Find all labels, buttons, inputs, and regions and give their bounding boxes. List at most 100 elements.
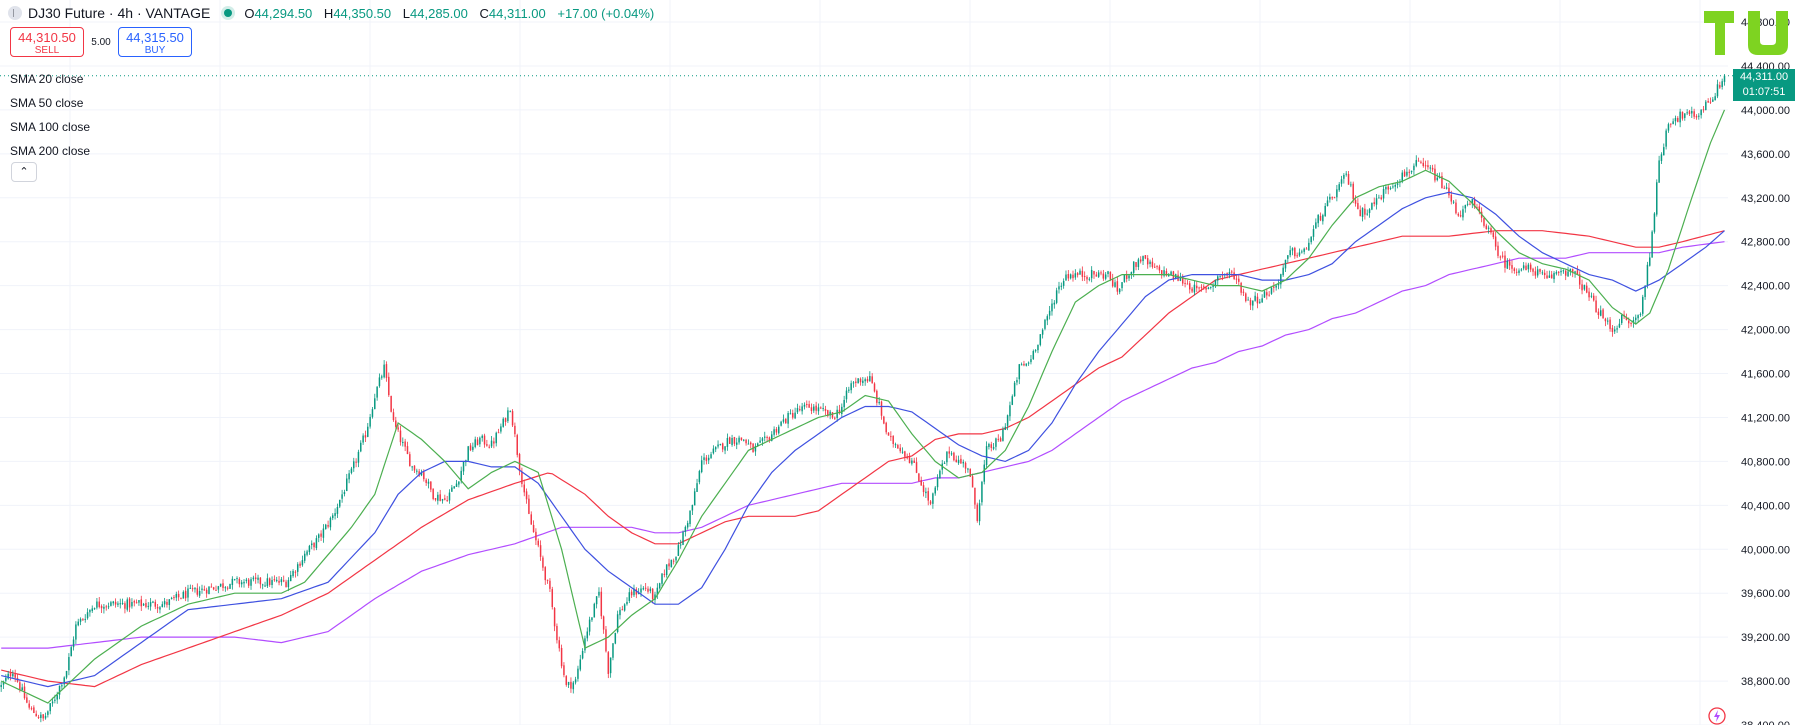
candle-body <box>98 601 100 607</box>
candle-body <box>254 577 257 580</box>
candle-body <box>726 437 729 447</box>
candle-body <box>1004 426 1007 430</box>
candle-body <box>1709 101 1712 103</box>
candle-body <box>378 377 381 387</box>
candle-body <box>493 441 495 444</box>
indicator-sma100[interactable]: SMA 100 close <box>10 120 91 134</box>
candle-body <box>1401 172 1403 182</box>
candle-body <box>285 581 287 588</box>
candle-body <box>360 442 362 452</box>
candle-body <box>616 614 619 632</box>
candle-body <box>710 454 712 459</box>
candle-body <box>733 437 736 444</box>
candle-body <box>978 503 981 522</box>
candle-body <box>261 584 264 586</box>
candle-body <box>665 564 668 576</box>
y-tick-label: 43,600.00 <box>1741 149 1790 161</box>
candle-body <box>1104 274 1107 279</box>
candle-body <box>588 619 591 632</box>
candle-body <box>208 586 210 595</box>
buy-button[interactable]: 44,315.50 BUY <box>118 27 192 57</box>
candle-body <box>210 586 213 588</box>
candle-body <box>705 457 708 461</box>
symbol-title[interactable]: DJ30 Future · 4h · VANTAGE <box>28 5 211 21</box>
candle-body <box>1350 184 1352 186</box>
candle-body <box>992 447 995 449</box>
change-value: +17.00 (+0.04%) <box>557 5 655 21</box>
candle-body <box>70 647 72 657</box>
candle-body <box>131 602 133 607</box>
candle-body <box>1254 295 1256 301</box>
candle-body <box>1385 187 1387 190</box>
candle-body <box>1560 270 1562 273</box>
candle-body <box>350 468 353 473</box>
candle-body <box>749 442 752 445</box>
candle-body <box>301 560 304 566</box>
candle-body <box>376 386 378 398</box>
candle-body <box>467 446 469 461</box>
lightning-icon[interactable] <box>1707 706 1727 726</box>
candle-body <box>124 603 126 609</box>
collapse-indicators-button[interactable]: ⌃ <box>11 162 37 182</box>
candle-body <box>684 526 687 532</box>
indicator-sma50[interactable]: SMA 50 close <box>10 96 84 110</box>
candle-body <box>343 492 346 494</box>
candle-body <box>313 542 315 548</box>
candle-body <box>738 437 740 443</box>
candle-body <box>147 605 150 607</box>
candle-body <box>1539 268 1541 272</box>
y-tick-label: 38,400.00 <box>1741 720 1790 725</box>
candle-body <box>1469 203 1471 205</box>
candle-body <box>1366 213 1368 215</box>
candle-body <box>1581 284 1583 291</box>
candle-body <box>240 582 243 585</box>
candle-body <box>836 409 838 419</box>
candle-body <box>1252 300 1254 306</box>
candle-body <box>647 588 649 592</box>
candle-body <box>1681 111 1684 119</box>
candle-body <box>460 470 462 482</box>
price-axis[interactable]: 44,800.0044,400.0044,000.0043,600.0043,2… <box>1741 17 1790 725</box>
candle-body <box>740 437 743 441</box>
candle-body <box>138 600 140 603</box>
candle-body <box>946 451 948 463</box>
candle-body <box>584 638 586 651</box>
close-label: C <box>479 5 489 21</box>
candle-body <box>859 378 862 383</box>
candle-body <box>609 657 612 674</box>
candle-body <box>233 579 236 581</box>
y-tick-label: 39,200.00 <box>1741 632 1790 644</box>
sma20-line <box>0 109 1726 704</box>
candle-body <box>577 668 579 679</box>
candle-body <box>357 451 360 463</box>
candle-body <box>1684 113 1686 118</box>
candle-body <box>406 446 409 455</box>
candle-body <box>1242 291 1245 293</box>
candle-body <box>1144 255 1147 259</box>
sell-button[interactable]: 44,310.50 SELL <box>10 27 84 57</box>
candle-body <box>1181 276 1184 284</box>
candle-body <box>1151 261 1154 267</box>
candle-body <box>1380 197 1382 200</box>
candle-body <box>325 524 327 529</box>
candle-body <box>212 587 215 590</box>
candle-body <box>219 583 222 587</box>
candle-body <box>700 460 703 473</box>
candle-body <box>1702 109 1705 111</box>
candle-body <box>1700 109 1702 116</box>
candle-body <box>462 461 465 472</box>
candle-body <box>843 399 845 408</box>
candle-body <box>40 714 42 719</box>
candle-body <box>1548 275 1551 278</box>
indicator-sma20[interactable]: SMA 20 close <box>10 72 84 86</box>
candle-body <box>404 441 406 447</box>
candle-body <box>1534 271 1537 276</box>
candle-body <box>1256 296 1259 304</box>
candle-body <box>1051 303 1053 312</box>
candle-body <box>668 563 670 567</box>
candle-body <box>19 682 21 690</box>
candle-body <box>1109 271 1112 280</box>
candle-body <box>418 471 420 476</box>
indicator-sma200[interactable]: SMA 200 close <box>10 144 91 158</box>
